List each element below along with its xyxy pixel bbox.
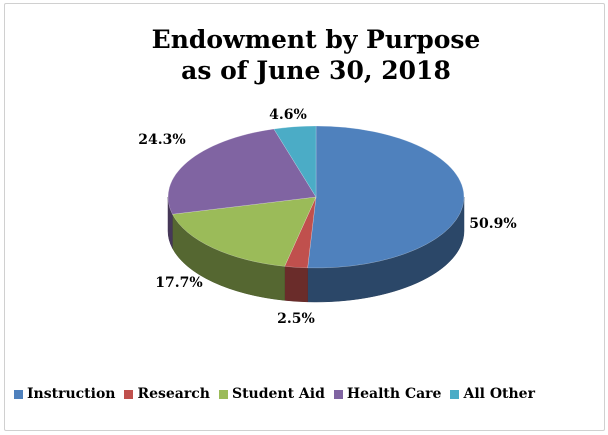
data-label-all-other: 4.6% [269,107,307,123]
chart-title-line2: as of June 30, 2018 [181,56,451,85]
legend-swatch [450,389,460,399]
legend-swatch [14,389,23,399]
slice-health-care [167,128,317,215]
data-label-research: 2.5% [277,311,315,327]
legend-item-all-other: All Other [450,386,535,402]
legend-item-instruction: Instruction [14,386,115,402]
slice-student-aid [172,196,317,267]
legend-swatch [124,389,134,399]
data-label-instruction: 50.9% [469,216,516,232]
legend-label: All Other [463,386,535,402]
chart-title: Endowment by Purpose as of June 30, 2018 [0,24,608,86]
legend-item-student-aid: Student Aid [218,386,325,402]
slice-instruction [307,125,465,269]
legend-label: Instruction [27,386,116,402]
slice-all-other [273,125,317,198]
legend: Instruction Research Student Aid Health Car… [14,386,604,402]
data-label-health-care: 24.3% [138,132,185,148]
legend-item-research: Research [124,386,210,402]
chart-title-line1: Endowment by Purpose [151,25,481,54]
slice-side-research [284,266,308,303]
legend-swatch [333,389,343,399]
data-label-student-aid: 17.7% [155,275,202,291]
legend-item-health-care: Health Care [333,386,442,402]
legend-label: Student Aid [231,386,325,402]
legend-swatch [218,389,228,399]
legend-label: Health Care [346,386,442,402]
legend-label: Research [137,386,210,402]
